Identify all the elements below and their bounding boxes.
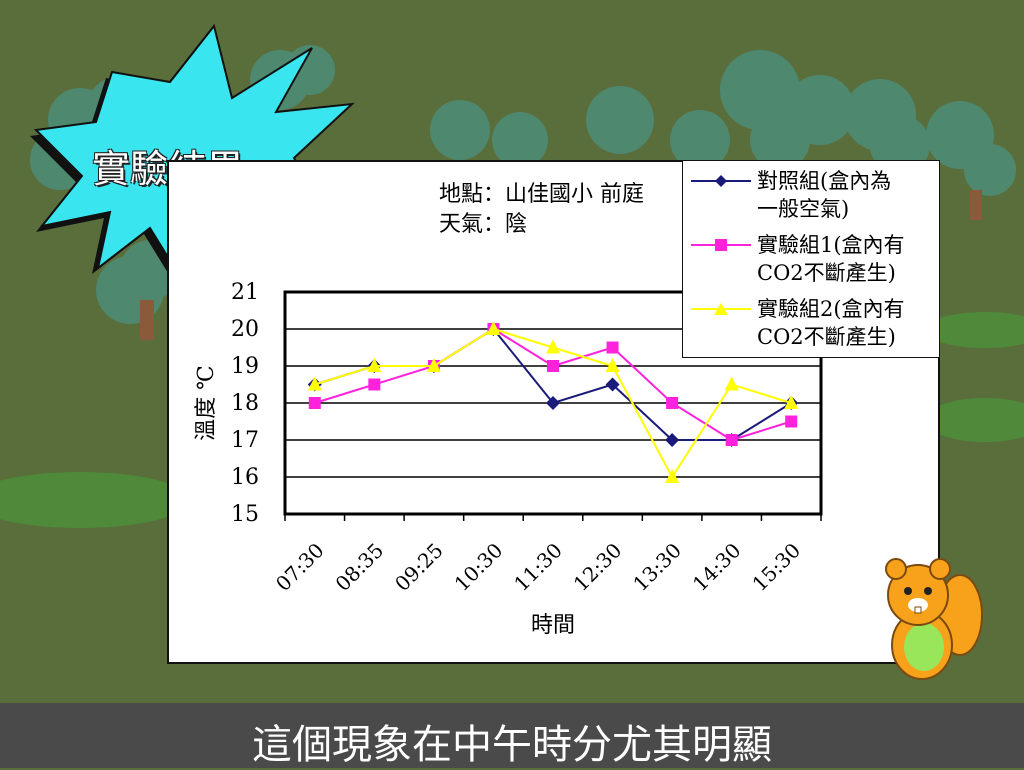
- location-text: 地點：山佳國小 前庭: [439, 182, 644, 207]
- data-point-triangle: [546, 339, 560, 354]
- data-point-diamond: [546, 396, 560, 410]
- x-tick-label: 13:30: [628, 538, 686, 596]
- grass-hills: [0, 312, 1024, 528]
- weather-text: 天氣：陰: [439, 212, 528, 237]
- slide-caption: 這個現象在中午時分尤其明顯: [252, 722, 772, 768]
- x-tick-label: 12:30: [569, 538, 627, 596]
- legend-marker-diamond: [691, 175, 751, 187]
- y-tick-label: 17: [231, 428, 259, 453]
- y-tick-label: 19: [231, 354, 259, 379]
- data-point-square: [785, 415, 798, 428]
- data-point-square: [368, 378, 381, 391]
- data-point-triangle: [665, 469, 680, 483]
- legend-label-control-1: 對照組(盒內為: [757, 169, 892, 193]
- x-tick-label: 10:30: [450, 538, 508, 596]
- data-point-triangle: [307, 376, 322, 391]
- data-point-square: [606, 341, 619, 354]
- y-axis-title: 溫度 ℃: [194, 365, 219, 441]
- legend-marker-triangle: [691, 303, 751, 315]
- y-tick-label: 16: [231, 465, 259, 490]
- data-point-triangle: [486, 321, 501, 335]
- data-point-triangle: [367, 358, 382, 372]
- x-axis-title: 時間: [531, 613, 575, 638]
- data-point-triangle: [784, 395, 799, 409]
- y-tick-label: 18: [231, 391, 259, 416]
- data-point-square: [547, 360, 559, 372]
- squirrel-mascot: [885, 558, 983, 680]
- data-point-square: [725, 434, 738, 446]
- data-point-square: [666, 397, 679, 409]
- plot-area: [283, 290, 823, 516]
- legend-label-exp2-1: 實驗組2(盒內有: [757, 297, 905, 321]
- legend-label-exp1-2: CO2不斷產生): [757, 261, 896, 285]
- legend-marker-square: [691, 239, 751, 251]
- title-starburst: [30, 23, 355, 286]
- data-point-triangle: [605, 358, 620, 372]
- y-tick-label: 20: [231, 317, 259, 342]
- data-point-triangle: [426, 358, 441, 372]
- tree-trunks: [140, 190, 982, 340]
- x-tick-label: 08:35: [331, 538, 389, 596]
- x-tick-label: 14:30: [688, 538, 746, 596]
- data-point-diamond: [665, 433, 680, 447]
- legend-label-exp1-1: 實驗組1(盒內有: [757, 233, 905, 257]
- x-tick-label: 15:30: [747, 538, 805, 596]
- data-point-diamond: [605, 377, 620, 392]
- x-tick-label: 07:30: [271, 538, 329, 596]
- y-tick-label: 15: [231, 502, 259, 527]
- legend-label-exp2-2: CO2不斷產生): [757, 325, 896, 349]
- x-tick-label: 11:30: [509, 538, 567, 596]
- x-tick-label: 09:25: [390, 538, 448, 596]
- chart-legend: 對照組(盒內為 一般空氣) 實驗組1(盒內有 CO2不斷產生) 實驗組2(盒內有…: [682, 160, 940, 358]
- legend-label-control-2: 一般空氣): [757, 197, 850, 221]
- tree-cluster-right: [430, 50, 1016, 196]
- data-point-triangle: [724, 376, 739, 391]
- data-point-square: [308, 397, 321, 409]
- caption-bar: [0, 703, 1024, 768]
- y-tick-label: 21: [231, 280, 259, 305]
